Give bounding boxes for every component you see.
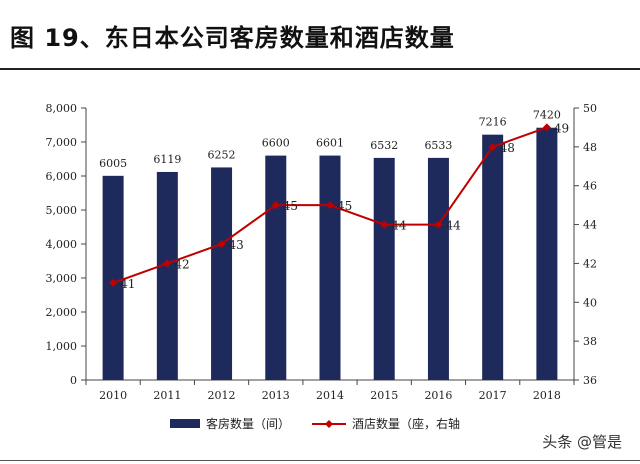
bar-value-label: 6252 [208,148,236,161]
legend-line-marker [325,420,333,428]
x-tick-label: 2017 [479,389,507,402]
line-point-marker [434,220,443,229]
x-tick-label: 2018 [533,389,561,402]
left-tick-label: 4,000 [46,238,78,251]
left-tick-label: 6,000 [46,170,78,183]
bar-value-label: 7216 [479,116,507,129]
bar-value-label: 6119 [153,153,181,166]
left-tick-label: 8,000 [46,102,78,115]
line-value-label: 45 [283,199,298,213]
line-point-marker [217,240,226,248]
line-value-label: 48 [500,141,515,155]
left-tick-label: 0 [70,374,77,387]
right-tick-label: 38 [583,335,597,348]
bar [373,157,395,380]
title-divider [0,68,640,70]
figure-title: 图 19、东日本公司客房数量和酒店数量 [10,24,455,52]
line-point-marker [109,278,118,287]
bar-value-label: 6600 [262,137,290,150]
x-tick-label: 2012 [208,389,236,402]
legend-line-label: 酒店数量（座，右轴 [352,416,460,431]
line-value-label: 44 [391,219,407,233]
line-value-label: 49 [554,121,569,135]
line-value-label: 41 [120,277,135,291]
x-tick-label: 2015 [370,389,398,402]
watermark: 头条 @管是 [542,433,622,451]
line-value-label: 42 [174,257,189,271]
line-point-marker [488,142,497,151]
bar-value-label: 6005 [99,157,127,170]
x-tick-label: 2011 [153,389,181,402]
right-tick-label: 42 [583,257,597,270]
right-tick-label: 36 [583,374,597,387]
line-value-label: 44 [445,219,461,233]
bar [265,155,287,380]
bar-value-label: 7420 [533,109,561,122]
right-tick-label: 46 [583,180,597,193]
bar [211,167,233,380]
x-tick-label: 2010 [99,389,127,402]
bar [156,171,178,380]
bar [427,157,449,380]
right-tick-label: 44 [583,219,597,232]
left-tick-label: 3,000 [46,272,78,285]
x-tick-label: 2013 [262,389,290,402]
bottom-divider [0,460,640,461]
line-point-marker [542,123,551,132]
line-point-marker [326,201,334,210]
right-tick-label: 40 [583,296,597,309]
left-tick-label: 2,000 [46,306,78,319]
x-tick-label: 2016 [424,389,452,402]
bar-value-label: 6601 [316,137,344,150]
bar [536,127,558,380]
line-point-marker [380,220,389,229]
line-value-label: 45 [337,199,352,213]
legend-bar-label: 客房数量（间） [206,416,290,431]
line-point-marker [271,201,280,210]
x-tick-label: 2014 [316,389,344,402]
bar-value-label: 6533 [424,139,452,152]
line-value-label: 43 [229,238,244,252]
legend-bar-swatch [170,419,200,428]
line-point-marker [163,259,172,268]
left-tick-label: 5,000 [46,204,78,217]
bar [102,175,124,380]
left-tick-label: 1,000 [46,340,78,353]
right-tick-label: 50 [583,102,597,115]
bar [319,155,341,380]
bar-value-label: 6532 [370,139,398,152]
bar [482,134,504,380]
right-tick-label: 48 [583,141,597,154]
left-tick-label: 7,000 [46,136,78,149]
